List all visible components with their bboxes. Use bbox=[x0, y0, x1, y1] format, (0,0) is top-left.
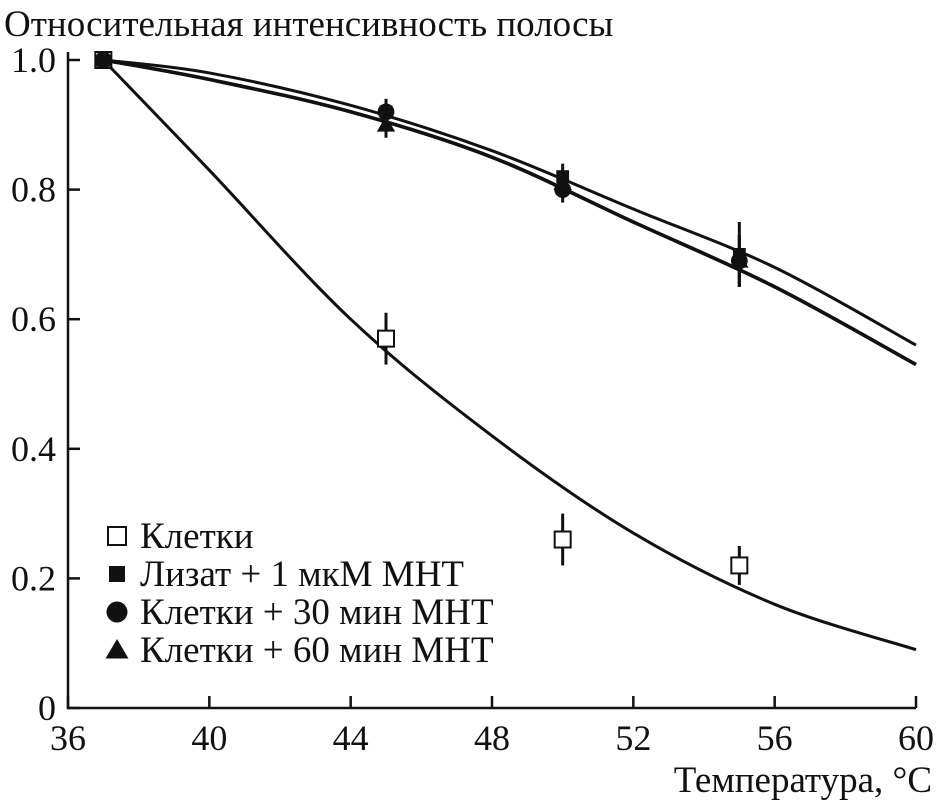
open-square-marker bbox=[377, 329, 395, 348]
y-tick-label: 1.0 bbox=[11, 40, 56, 80]
filled-square-marker bbox=[96, 53, 110, 67]
open-square-marker bbox=[730, 556, 749, 575]
fit-curve bbox=[103, 58, 917, 367]
filled-circle-marker bbox=[106, 601, 128, 623]
filled-square-marker bbox=[732, 248, 746, 261]
x-tick-label: 52 bbox=[615, 718, 651, 758]
filled-triangle-marker bbox=[105, 639, 129, 659]
x-tick-label: 44 bbox=[333, 718, 369, 758]
open-square-marker bbox=[107, 526, 127, 546]
y-tick-label: 0.4 bbox=[11, 429, 56, 469]
fit-curve bbox=[103, 58, 917, 347]
x-tick-label: 56 bbox=[757, 718, 793, 758]
legend-label: Лизат + 1 мкМ МНТ bbox=[140, 554, 464, 595]
filled-square-marker bbox=[109, 566, 125, 582]
x-tick-label: 48 bbox=[474, 718, 510, 758]
fit-curves bbox=[102, 58, 917, 652]
x-tick-label: 36 bbox=[50, 718, 86, 758]
legend-label: Клетки + 30 мин МНТ bbox=[140, 592, 494, 633]
open-square-marker bbox=[553, 530, 572, 549]
legend-label: Клетки bbox=[140, 516, 254, 557]
x-tick-label: 40 bbox=[191, 718, 227, 758]
filled-square-marker bbox=[556, 170, 570, 184]
x-tick-label: 60 bbox=[898, 718, 934, 758]
y-tick-label: 0 bbox=[38, 688, 56, 728]
x-axis-title: Температура, °С bbox=[674, 760, 932, 801]
y-tick-label: 0.2 bbox=[11, 558, 56, 598]
y-tick-label: 0.6 bbox=[11, 299, 56, 339]
fit-curve bbox=[102, 58, 917, 652]
axes: 36 40 44 48 52 56 60 0 0.2 0.4 0.6 0.8 1.0 bbox=[11, 40, 934, 758]
filled-triangle-marker bbox=[376, 116, 396, 132]
legend-label: Клетки + 60 мин МНТ bbox=[140, 630, 494, 671]
y-axis-title: Относительная интенсивность полосы bbox=[4, 4, 613, 45]
data-points bbox=[94, 51, 749, 575]
y-tick-label: 0.8 bbox=[11, 170, 56, 210]
fit-curve bbox=[103, 58, 917, 367]
filled-square-marker bbox=[379, 105, 393, 119]
